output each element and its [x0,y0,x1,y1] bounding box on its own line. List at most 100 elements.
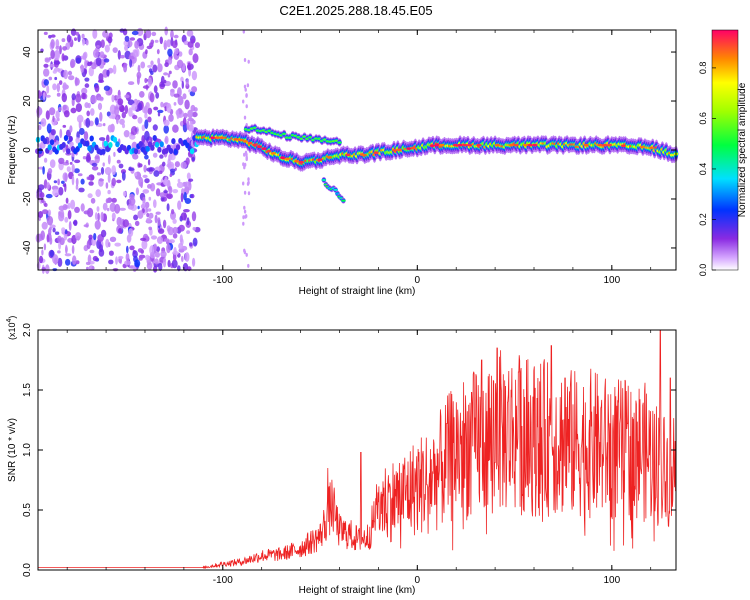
spectrogram-noise-blob [55,110,60,120]
spectrogram-noise-blob [75,177,79,187]
spectrogram-noise-blob [42,209,49,215]
spectrogram-noise-blob [68,75,75,81]
spectrogram-noise-blob [155,92,160,99]
x-tick-label: 0 [415,575,421,586]
spectrogram-noise-blob [88,265,95,271]
spectrogram-noise-blob [159,36,163,45]
spectrogram-peak-mark [280,156,286,160]
spectrogram-noise-blob [244,162,247,167]
spectrogram-noise-blob [112,64,117,75]
spectrogram-noise-blob [111,177,116,187]
spectrogram-peak-mark [238,138,244,142]
spectrogram-noise-blob [145,254,150,261]
spectrogram-noise-blob [100,211,104,222]
spectrogram-noise-blob [46,215,54,226]
spectrogram-noise-blob [52,227,56,233]
spectrogram-noise-blob [64,229,68,235]
spectrogram-noise-blob [182,93,187,100]
spectrogram-noise-blob [153,265,158,273]
spectrogram-noise-blob [159,154,164,159]
spectrogram-noise-blob [57,235,62,243]
spectrogram-noise-blob [64,216,69,223]
spectrogram-noise-blob [114,106,120,116]
spectrogram-noise-blob [69,161,73,165]
spectrogram-noise-blob [143,164,147,173]
spectrogram-noise-blob [131,30,139,36]
spectrogram-noise-blob [163,119,170,127]
colorbar: 0.0 0.2 0.4 0.6 0.8 Normalized spectral ampl… [698,29,748,276]
spectrogram-noise-blob [131,103,138,111]
spectrogram-noise-blob [61,38,66,43]
spectrogram-noise-blob [118,255,124,260]
spectrogram-noise-blob [43,31,48,35]
snr-x-label: Height of straight line (km) [299,585,416,596]
spectrogram-noise-blob [151,31,157,37]
spectrogram-band-blob [108,142,113,148]
spectrogram-noise-blob [85,155,91,163]
spectrogram-noise-blob [91,162,98,167]
spectrogram-noise-blob [62,82,67,91]
spectrogram-noise-blob [124,35,130,42]
spectrogram-noise-blob [163,179,168,186]
spectrogram-noise-blob [58,157,65,165]
spectrogram-noise-blob [52,254,59,265]
spectrogram-noise-blob [76,131,80,140]
spectrogram-noise-blob [179,234,183,243]
spectrogram-band-blob [150,144,155,151]
spectrogram-noise-blob [55,45,60,50]
spectrogram-noise-blob [71,163,75,173]
spectrogram-noise-blob [243,152,246,157]
spectrogram-noise-blob [53,138,57,143]
spectrogram-noise-blob [141,239,148,250]
spectrogram-noise-blob [74,77,80,86]
spectrogram-noise-blob [245,252,248,257]
spectrogram-noise-blob [141,124,146,132]
spectrogram-peak-mark [522,143,529,147]
spectrogram-noise-blob [59,128,63,139]
spectrogram-noise-blob [78,127,85,136]
spectrogram-noise-blob [89,249,95,254]
spectrogram-peak-mark [639,145,645,149]
spectrogram-noise-blob [77,34,81,43]
spectrogram-noise-blob [113,151,116,157]
spectrogram-noise-blob [118,228,122,234]
spectrogram-noise-blob [111,94,115,103]
spectrogram-noise-blob [63,110,70,118]
spectrogram-noise-blob [137,210,144,219]
spectrogram-noise-blob [61,227,66,233]
spectrogram-noise-blob [70,60,75,69]
spectrogram-noise-blob [116,159,121,164]
spectrogram-noise-blob [111,165,117,176]
spectrogram-noise-blob [107,36,113,44]
spectrogram-noise-blob [159,83,166,87]
spectrogram-noise-blob [167,73,171,78]
spectrogram-noise-blob [62,183,67,187]
spectrogram-noise-blob [172,233,178,239]
spectrogram-noise-blob [144,154,149,160]
spectrogram-noise-blob [146,167,153,172]
spectrogram-noise-blob [173,247,177,256]
y-tick-label: 0 [22,147,33,153]
spectrogram-peak-mark [284,157,290,161]
spectrogram-noise-blob [94,84,100,93]
spectrogram-noise-blob [43,157,48,163]
spectrogram-peak-mark [597,143,603,147]
spectrogram-noise-blob [86,266,89,270]
spectrogram-peak-mark [317,158,323,162]
spectrogram-noise-blob [186,120,190,130]
spectrogram-noise-blob [180,161,187,169]
spectrogram-noise-blob [39,192,45,199]
spectrogram-noise-blob [95,57,102,67]
spectrogram-band-blob [175,144,181,151]
spectrogram-noise-blob [188,89,191,93]
spectrogram-noise-blob [103,85,110,91]
spectrogram-noise-blob [164,135,169,145]
spectrogram-noise-blob [49,237,53,245]
spectrogram-noise-blob [242,215,245,220]
spectrogram-noise-blob [191,157,195,161]
spectrogram-peak-mark [476,143,482,147]
spectrogram-noise-blob [154,214,158,224]
spectrogram-noise-blob [128,55,135,60]
spectrogram-noise-blob [128,228,134,237]
spectrogram-noise-blob [142,107,148,114]
